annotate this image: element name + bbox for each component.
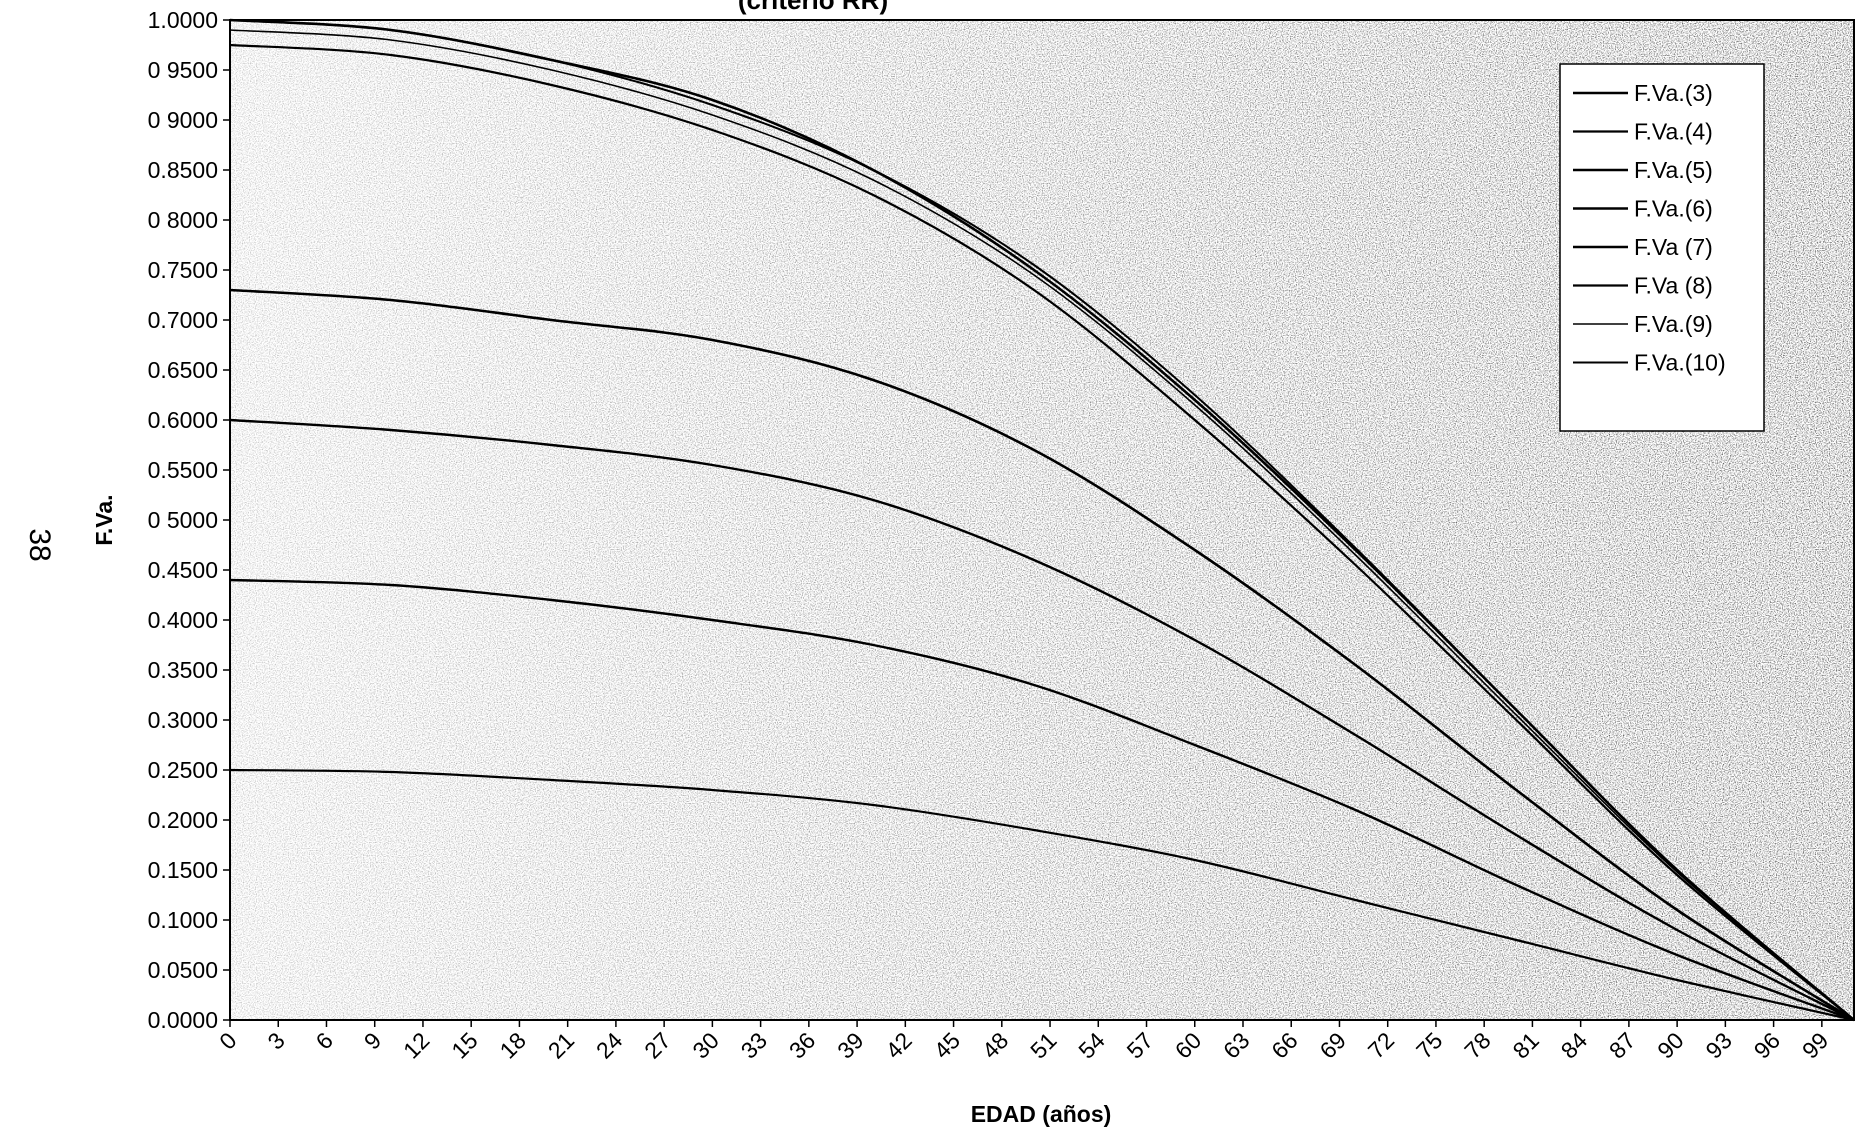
x-tick-label: 66 [1266,1027,1302,1063]
y-tick-label: 0 8000 [148,207,218,233]
y-tick-label: 1.0000 [148,7,218,33]
y-tick-label: 0.5500 [148,457,218,483]
legend-label: F.Va.(5) [1634,157,1713,183]
series-lines [229,18,1855,1022]
series-line [229,418,1855,1022]
y-tick-label: 0.1000 [148,907,218,933]
y-tick-label: 0.1500 [148,857,218,883]
x-tick-label: 57 [1122,1027,1158,1063]
x-tick-label: 39 [832,1027,868,1063]
x-tick-label: 75 [1411,1027,1447,1063]
x-tick-label: 60 [1170,1027,1206,1063]
x-tick-label: 87 [1604,1027,1640,1063]
y-tick-label: 0.6000 [148,407,218,433]
page-number: 38 [23,528,56,561]
series-line [229,19,1855,1021]
y-tick-label: 0.3000 [148,707,218,733]
x-tick-label: 93 [1700,1027,1736,1063]
x-tick-label: 69 [1315,1027,1351,1063]
x-axis-title: EDAD (años) [971,1101,1112,1127]
y-tick-label: 0.7500 [148,257,218,283]
x-tick-label: 9 [359,1027,386,1054]
y-tick-label: 0 9000 [148,107,218,133]
x-tick-label: 96 [1749,1027,1785,1063]
x-tick-label: 48 [977,1027,1013,1063]
x-tick-label: 51 [1025,1027,1061,1063]
y-axis-title: F.Va. [91,494,117,545]
legend-label: F.Va.(9) [1634,311,1713,337]
legend-label: F.Va (7) [1634,234,1713,260]
y-tick-label: 0.4000 [148,607,218,633]
y-tick-label: 0.2000 [148,807,218,833]
x-axis-ticks: 0 3 6 9 12 15 18 21 24 27 30 33 36 39 42 45 48 51 54 57 60 63… [214,1020,1833,1064]
series-line [229,43,1855,1021]
legend-label: F.Va.(4) [1634,119,1713,145]
y-axis-ticks: 0.0000 0.0500 0.1000 0.1500 0.2000 0.2500 0.30… [148,7,230,1033]
x-tick-label: 42 [880,1027,916,1063]
x-tick-label: 36 [784,1027,820,1063]
x-tick-label: 12 [398,1027,434,1063]
series-line [229,29,1855,1021]
y-tick-label: 0.3500 [148,657,218,683]
x-tick-label: 0 [214,1027,241,1054]
x-tick-label: 63 [1218,1027,1254,1063]
y-tick-label: 0 5000 [148,507,218,533]
series-line [229,288,1855,1022]
legend: F.Va.(3) F.Va.(4) F.Va.(5) F.Va.(6) F.Va (7)… [1559,63,1765,432]
legend-label: F.Va (8) [1634,273,1713,299]
x-tick-label: 90 [1652,1027,1688,1063]
x-tick-label: 84 [1556,1027,1593,1064]
y-tick-label: 0 9500 [148,57,218,83]
legend-label: F.Va.(10) [1634,350,1726,376]
x-tick-label: 78 [1459,1027,1495,1063]
x-tick-label: 54 [1073,1027,1110,1064]
y-tick-label: 0.0500 [148,957,218,983]
x-tick-label: 45 [929,1027,965,1063]
chart-title: (criterio RR) [738,0,888,15]
y-tick-label: 0.6500 [148,357,218,383]
series-line [229,578,1855,1022]
x-tick-label: 18 [494,1027,530,1063]
x-tick-label: 15 [446,1027,482,1063]
legend-label: F.Va.(3) [1634,80,1713,106]
y-tick-label: 0.2500 [148,757,218,783]
y-tick-label: 0.0000 [148,1007,218,1033]
y-tick-label: 0.7000 [148,307,218,333]
x-tick-label: 24 [591,1027,628,1064]
x-tick-label: 72 [1363,1027,1399,1063]
y-tick-label: 0.8500 [148,157,218,183]
x-tick-label: 30 [687,1027,723,1063]
x-tick-label: 6 [311,1027,338,1054]
legend-label: F.Va.(6) [1634,196,1713,222]
x-tick-label: 99 [1797,1027,1833,1063]
x-tick-label: 3 [262,1027,289,1054]
y-tick-label: 0.4500 [148,557,218,583]
x-tick-label: 81 [1507,1027,1543,1063]
x-tick-label: 27 [639,1027,675,1063]
x-tick-label: 21 [543,1027,579,1063]
series-line [229,768,1855,1022]
x-tick-label: 33 [736,1027,772,1063]
legend-items: F.Va.(3) F.Va.(4) F.Va.(5) F.Va.(6) F.Va (7)… [1573,80,1726,376]
